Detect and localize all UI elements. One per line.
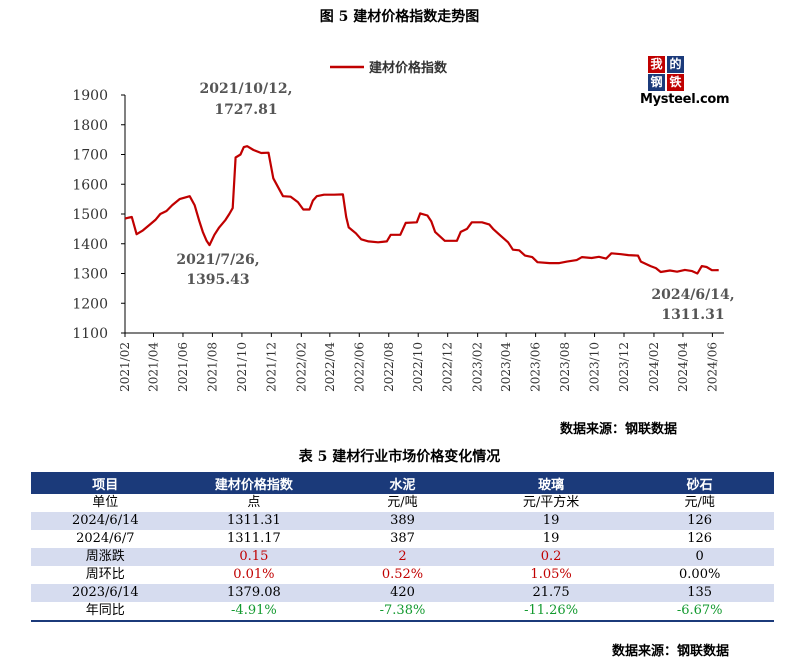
x-tick-label: 2023/04 — [499, 342, 513, 392]
table-cell: 1.05% — [476, 566, 626, 584]
table-cell: 元/吨 — [328, 494, 477, 512]
table-cell: 0.52% — [328, 566, 477, 584]
table-cell: 19 — [476, 530, 626, 548]
header-cement: 水泥 — [328, 472, 477, 494]
x-tick-label: 2023/06 — [529, 342, 543, 392]
table-cell: 2023/6/14 — [31, 584, 180, 602]
table-cell: -4.91% — [179, 602, 329, 622]
x-tick-label: 2021/08 — [205, 342, 219, 392]
x-tick-label: 2021/10 — [235, 342, 249, 392]
x-tick-label: 2024/04 — [676, 342, 690, 392]
x-tick-label: 2022/06 — [352, 342, 366, 392]
table-header-row: 项目 建材价格指数 水泥 玻璃 砂石 — [31, 472, 774, 494]
logo-box-2: 的 — [667, 56, 684, 73]
table-source: 数据来源：钢联数据 — [612, 644, 730, 659]
header-item: 项目 — [31, 472, 180, 494]
annotation-value: 1311.31 — [661, 307, 724, 323]
table-row: 单位 点 元/吨 元/平方米 元/吨 — [31, 494, 774, 512]
x-tick-label: 2023/12 — [617, 342, 631, 392]
table-cell: 2 — [328, 548, 477, 566]
table-cell: 420 — [328, 584, 477, 602]
table-cell: 21.75 — [476, 584, 626, 602]
figure-title: 图 5 建材价格指数走势图 — [319, 9, 480, 25]
x-tick-label: 2021/04 — [147, 342, 161, 392]
table-title: 表 5 建材行业市场价格变化情况 — [298, 449, 501, 465]
table-cell: 0.01% — [179, 566, 329, 584]
y-tick-label: 1700 — [72, 148, 108, 164]
annotation-label: 2024/6/14, — [651, 287, 734, 303]
annotation-value: 1727.81 — [214, 102, 277, 118]
table-cell: 135 — [625, 584, 774, 602]
table-cell: 19 — [476, 512, 626, 530]
header-index: 建材价格指数 — [179, 472, 329, 494]
table-cell: 1379.08 — [179, 584, 329, 602]
table-cell: 126 — [625, 512, 774, 530]
table-cell: 点 — [179, 494, 329, 512]
annotation-label: 2021/7/26, — [176, 252, 259, 268]
table-cell: 0.15 — [179, 548, 329, 566]
annotation-value: 1395.43 — [186, 272, 249, 288]
table-row: 周涨跌 0.15 2 0.2 0 — [31, 548, 774, 566]
x-tick-label: 2022/10 — [411, 342, 425, 392]
table-cell: -7.38% — [328, 602, 477, 622]
series-line — [124, 145, 719, 275]
x-tick-label: 2022/02 — [294, 342, 308, 392]
logo-word: Mysteel.com — [640, 92, 730, 107]
y-tick-label: 1800 — [72, 118, 108, 134]
table-cell: 2024/6/7 — [31, 530, 180, 548]
table-cell: 元/平方米 — [476, 494, 626, 512]
table-cell: 126 — [625, 530, 774, 548]
x-tick-label: 2022/12 — [441, 342, 455, 392]
x-tick-label: 2023/02 — [471, 342, 485, 392]
x-tick-label: 2021/06 — [176, 342, 190, 392]
table-cell: 0.2 — [476, 548, 626, 566]
table-cell: -11.26% — [476, 602, 626, 622]
table-row: 2024/6/7 1311.17 387 19 126 — [31, 530, 774, 548]
table-cell: 周涨跌 — [31, 548, 180, 566]
y-tick-label: 1600 — [72, 177, 108, 193]
table-cell: 单位 — [31, 494, 180, 512]
x-tick-label: 2022/08 — [382, 342, 396, 392]
table-cell: 0 — [625, 548, 774, 566]
table-row: 2024/6/14 1311.31 389 19 126 — [31, 512, 774, 530]
mysteel-logo: 我 的 钢 铁 Mysteel.com — [640, 56, 740, 108]
table-cell: 389 — [328, 512, 477, 530]
y-tick-label: 1400 — [72, 237, 108, 253]
table-cell: 1311.17 — [179, 530, 329, 548]
table-row: 年同比 -4.91% -7.38% -11.26% -6.67% — [31, 602, 774, 622]
table-cell: 2024/6/14 — [31, 512, 180, 530]
table-row: 周环比 0.01% 0.52% 1.05% 0.00% — [31, 566, 774, 584]
y-tick-label: 1300 — [72, 267, 108, 283]
y-tick-label: 1900 — [72, 88, 108, 104]
y-tick-label: 1500 — [72, 207, 108, 223]
logo-box-1: 我 — [648, 56, 665, 73]
legend-label: 建材价格指数 — [369, 60, 448, 76]
header-glass: 玻璃 — [476, 472, 626, 494]
x-tick-label: 2021/12 — [264, 342, 278, 392]
x-tick-label: 2024/06 — [705, 342, 719, 392]
table-cell: 周环比 — [31, 566, 180, 584]
table-cell: 387 — [328, 530, 477, 548]
market-price-table: 项目 建材价格指数 水泥 玻璃 砂石 单位 点 元/吨 元/平方米 元/吨 20… — [31, 472, 774, 622]
table-cell: -6.67% — [625, 602, 774, 622]
y-tick-label: 1200 — [72, 296, 108, 312]
table-cell: 年同比 — [31, 602, 180, 622]
chart-source: 数据来源：钢联数据 — [560, 422, 678, 437]
logo-box-3: 钢 — [648, 74, 665, 91]
table-row: 2023/6/14 1379.08 420 21.75 135 — [31, 584, 774, 602]
x-tick-label: 2023/10 — [588, 342, 602, 392]
y-tick-label: 1100 — [72, 326, 108, 342]
header-gravel: 砂石 — [625, 472, 774, 494]
x-tick-label: 2022/04 — [323, 342, 337, 392]
table-cell: 1311.31 — [179, 512, 329, 530]
x-tick-label: 2024/02 — [647, 342, 661, 392]
annotation-label: 2021/10/12, — [199, 81, 292, 97]
logo-box-4: 铁 — [667, 74, 684, 91]
table-cell: 0.00% — [625, 566, 774, 584]
x-tick-label: 2023/08 — [558, 342, 572, 392]
price-index-chart: 1100 1200 1300 1400 1500 1600 1700 1800 1900 2021… — [72, 60, 734, 392]
table-cell: 元/吨 — [625, 494, 774, 512]
x-tick-label: 2021/02 — [118, 342, 132, 392]
